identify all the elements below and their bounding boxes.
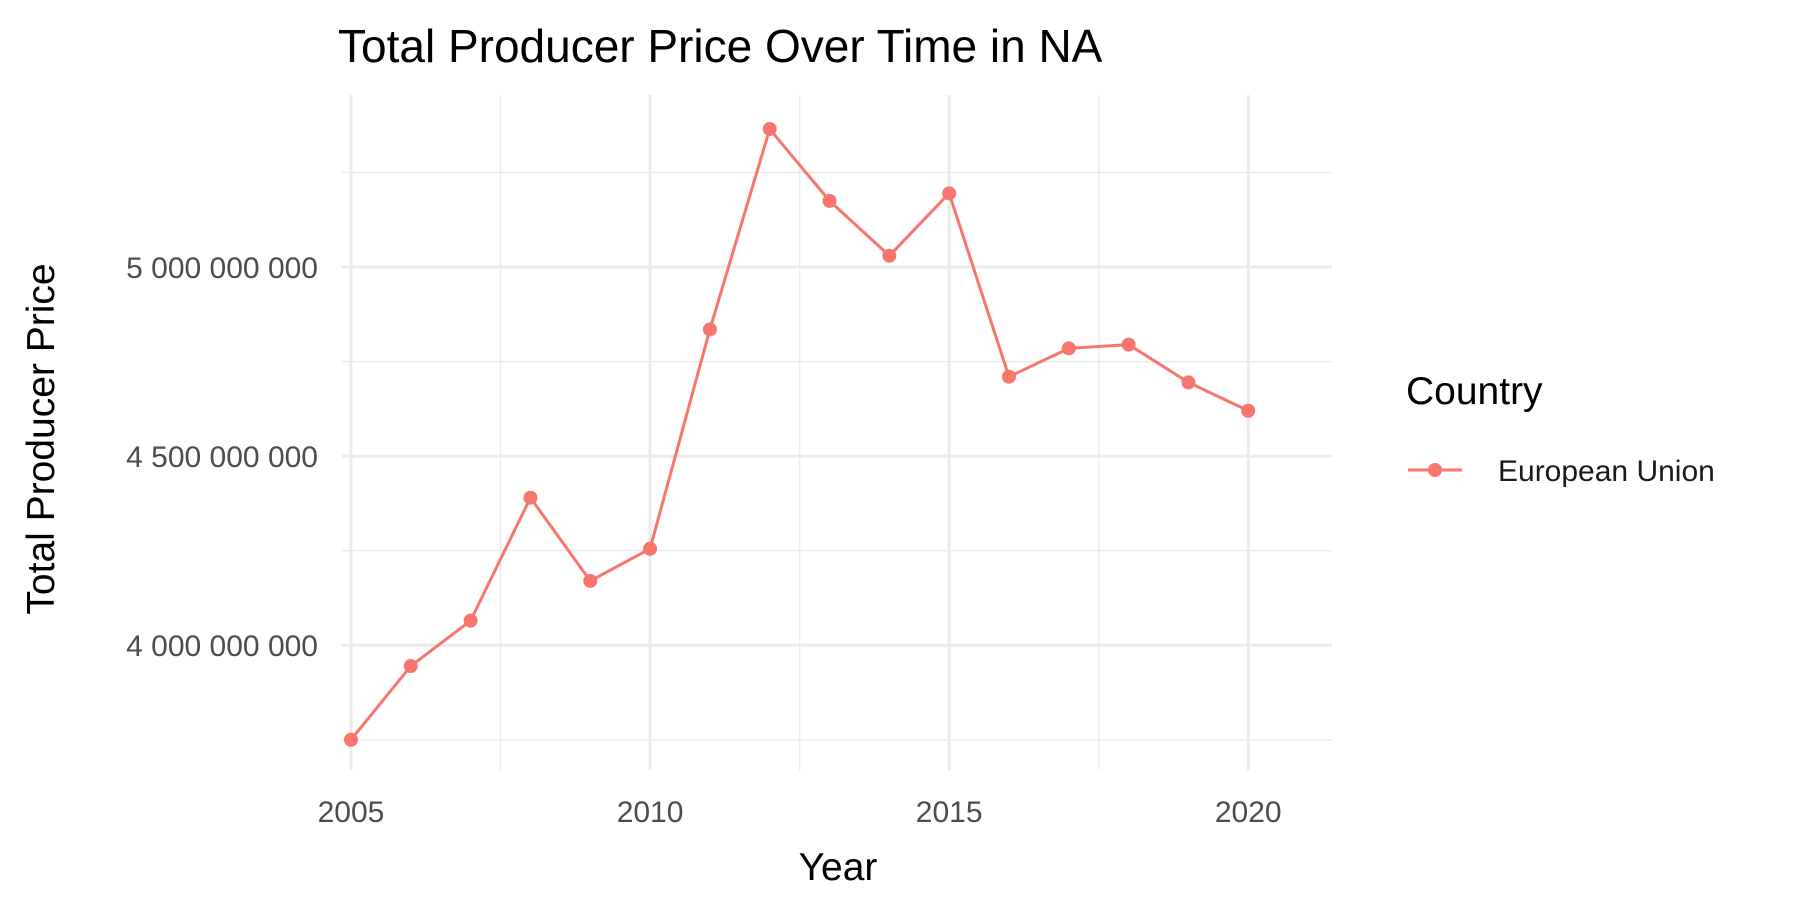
- data-point-2009: [583, 573, 598, 588]
- x-tick-label-2015: 2015: [916, 796, 983, 829]
- legend-label-european-union: European Union: [1498, 455, 1715, 488]
- x-axis-title: Year: [799, 846, 878, 889]
- legend: Country European Union: [1406, 370, 1715, 488]
- x-axis-tick-labels: 2005 2010 2015 2020: [318, 796, 1282, 829]
- data-point-2020: [1241, 403, 1256, 418]
- major-gridlines: [342, 95, 1332, 770]
- x-tick-label-2005: 2005: [318, 796, 385, 829]
- data-point-2013: [822, 193, 837, 208]
- chart-title: Total Producer Price Over Time in NA: [338, 20, 1103, 72]
- data-point-2011: [702, 322, 717, 337]
- data-point-2016: [1001, 369, 1016, 384]
- series-layer: [343, 122, 1256, 747]
- y-tick-label-0: 4 000 000 000: [126, 630, 318, 663]
- legend-title: Country: [1406, 370, 1543, 413]
- data-point-2006: [403, 659, 418, 674]
- data-point-2012: [762, 122, 777, 137]
- legend-key-point: [1428, 463, 1442, 477]
- data-point-2014: [882, 248, 897, 263]
- data-point-2007: [463, 613, 478, 628]
- minor-gridlines: [342, 95, 1332, 770]
- data-point-2005: [343, 732, 358, 747]
- data-point-2008: [523, 490, 538, 505]
- y-tick-label-2: 5 000 000 000: [126, 252, 318, 285]
- y-tick-label-1: 4 500 000 000: [126, 441, 318, 474]
- y-axis-title: Total Producer Price: [20, 263, 63, 614]
- data-point-2019: [1181, 375, 1196, 390]
- data-point-2017: [1061, 341, 1076, 356]
- data-point-2010: [643, 541, 658, 556]
- series-line-0: [349, 127, 1250, 742]
- x-tick-label-2020: 2020: [1215, 796, 1282, 829]
- y-axis-tick-labels: 4 000 000 000 4 500 000 000 5 000 000 000: [126, 252, 318, 663]
- x-tick-label-2010: 2010: [617, 796, 684, 829]
- data-point-2018: [1121, 337, 1136, 352]
- data-point-2015: [942, 186, 957, 201]
